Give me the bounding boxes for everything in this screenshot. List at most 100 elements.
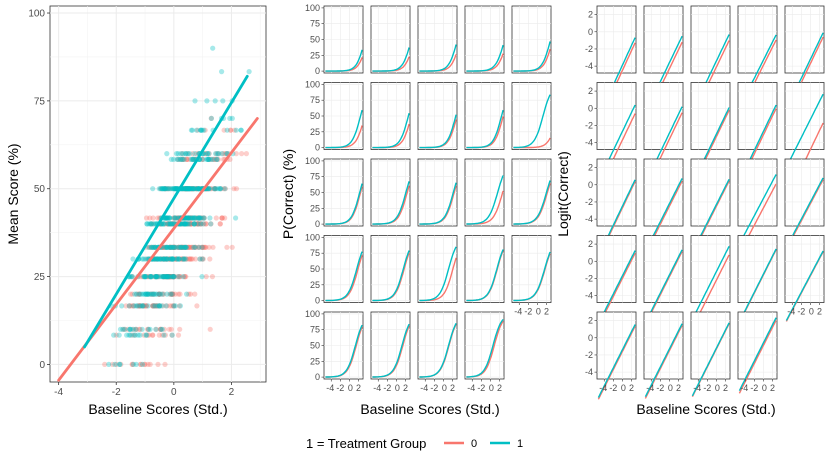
scatter-point-group-0 (145, 274, 151, 280)
scatter-point-group-1 (119, 303, 125, 309)
scatter-point-group-0 (198, 215, 204, 221)
facet-panel-5 (784, 5, 825, 114)
scatter-point-group-1 (188, 127, 194, 133)
scatter-point-group-0 (150, 221, 156, 227)
scatter-point-group-0 (166, 274, 172, 280)
scatter-point-group-1 (157, 256, 163, 262)
scatter-point-group-1 (154, 274, 160, 280)
facet-panel-3 (417, 5, 458, 74)
facet-x-tick-label: 0 (442, 383, 447, 393)
scatter-point-group-1 (138, 291, 144, 297)
scatter-point-group-0 (165, 221, 171, 227)
facet-y-tick-label: 75 (310, 325, 320, 335)
scatter-point-group-1 (154, 303, 160, 309)
facet-curve-group-0 (597, 325, 636, 400)
scatter-point-group-0 (224, 244, 230, 250)
scatter-point-group-1 (185, 215, 191, 221)
facet-frame (737, 158, 778, 227)
facet-y-tick-label: 2 (588, 86, 593, 96)
scatter-point-group-0 (177, 291, 183, 297)
scatter-point-group-0 (171, 244, 177, 250)
facet-y-tick-label: -4 (585, 138, 593, 148)
facet-y-tick-label: 25 (310, 356, 320, 366)
scatter-point-group-1 (134, 291, 140, 297)
facet-frame (643, 82, 684, 150)
scatter-point-group-1 (169, 332, 175, 338)
scatter-point-group-0 (193, 186, 199, 192)
scatter-point-group-0 (162, 256, 168, 262)
scatter-point-group-0 (208, 115, 214, 121)
scatter-point-group-0 (196, 221, 202, 227)
scatter-point-group-0 (167, 244, 173, 250)
scatter-point-group-1 (198, 127, 204, 133)
scatter-point-group-1 (170, 274, 176, 280)
scatter-point-group-0 (167, 256, 173, 262)
facet-y-tick-label: -2 (585, 350, 593, 360)
scatter-point-group-1 (154, 256, 160, 262)
facet-x-tick-label: 2 (676, 383, 681, 393)
scatter-point-group-0 (173, 256, 180, 262)
scatter-point-group-0 (150, 303, 156, 309)
scatter-point-group-1 (168, 256, 174, 262)
scatter-point-group-1 (191, 215, 197, 221)
scatter-point-group-0 (146, 244, 152, 250)
scatter-point-group-1 (176, 256, 182, 262)
scatter-point-group-0 (170, 274, 176, 280)
scatter-point-group-0 (185, 186, 191, 192)
scatter-point-group-1 (165, 221, 171, 227)
scatter-point-group-1 (137, 303, 143, 309)
facet-y-tick-label: -2 (585, 120, 593, 130)
scatter-point-group-0 (170, 244, 176, 250)
scatter-point-group-0 (145, 332, 151, 338)
scatter-point-group-0 (162, 244, 168, 250)
facet-y-tick-label: 0 (315, 143, 320, 153)
facet-frame (784, 5, 825, 74)
scatter-point-group-0 (169, 291, 175, 297)
scatter-point-group-1 (159, 186, 165, 192)
scatter-point-group-1 (186, 186, 192, 192)
scatter-point-group-0 (201, 221, 207, 227)
scatter-point-group-1 (168, 256, 174, 262)
scatter-point-group-0 (175, 244, 182, 250)
scatter-point-group-1 (132, 332, 138, 338)
scatter-point-group-1 (170, 244, 176, 250)
scatter-point-group-1 (198, 127, 204, 133)
scatter-point-group-1 (154, 256, 160, 262)
scatter-point-group-1 (154, 274, 161, 280)
scatter-point-group-0 (212, 156, 218, 162)
scatter-point-group-0 (166, 274, 172, 280)
facet-curve-group-1 (466, 109, 504, 149)
scatter-point-group-1 (182, 244, 188, 250)
scatter-point-group-1 (148, 221, 154, 227)
scatter-point-group-0 (143, 215, 150, 221)
scatter-point-group-1 (165, 274, 171, 280)
facet-panel-22: -4 -2 0 2 (370, 311, 411, 393)
scatter-point-group-0 (162, 256, 168, 262)
scatter-point-group-1 (191, 186, 197, 192)
scatter-point-group-1 (173, 215, 179, 221)
scatter-point-group-0 (147, 215, 153, 221)
scatter-point-group-0 (169, 256, 175, 262)
scatter-point-group-0 (180, 244, 186, 250)
scatter-point-group-0 (167, 256, 173, 262)
scatter-point-group-1 (166, 186, 172, 192)
scatter-point-group-1 (141, 291, 147, 297)
scatter-point-group-0 (165, 186, 171, 192)
scatter-point-group-1 (238, 127, 244, 133)
scatter-point-group-0 (154, 256, 160, 262)
scatter-point-group-0 (181, 244, 187, 250)
scatter-point-group-1 (148, 274, 154, 280)
scatter-point-group-1 (167, 244, 173, 250)
scatter-point-group-0 (122, 326, 128, 332)
logit-facet-grid: -4-202-4-202-4-202-4-202-4 -2 0 2-4-202-4 -2… (585, 5, 825, 400)
scatter-point-group-1 (186, 186, 192, 192)
y-tick-label: 0 (39, 360, 45, 371)
scatter-point-group-1 (219, 69, 225, 75)
scatter-point-group-1 (158, 256, 164, 262)
scatter-point-group-1 (164, 256, 170, 262)
scatter-point-group-0 (182, 274, 188, 280)
scatter-point-group-1 (183, 244, 189, 250)
scatter-point-group-0 (172, 244, 178, 250)
scatter-point-group-0 (164, 274, 170, 280)
